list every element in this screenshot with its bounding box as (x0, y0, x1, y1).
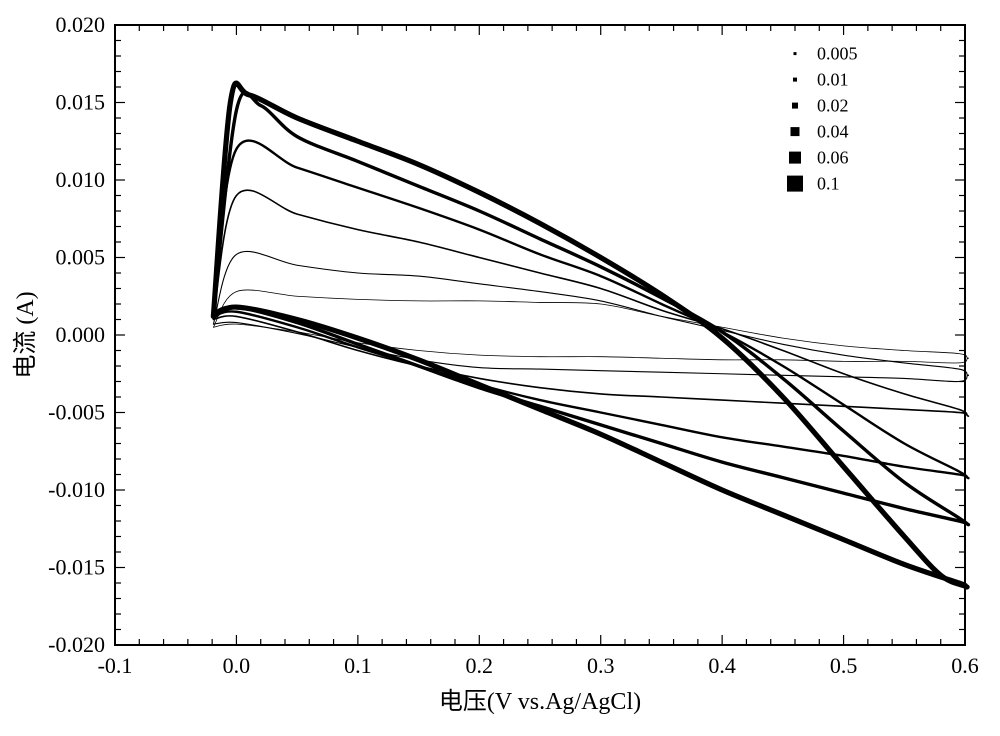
legend-marker (787, 176, 803, 192)
legend-label: 0.01 (817, 70, 849, 90)
y-tick-label: -0.010 (48, 477, 105, 502)
legend-marker (791, 127, 800, 136)
y-axis-label: 电流 (A) (12, 291, 39, 378)
legend-marker (793, 78, 797, 82)
y-tick-label: -0.020 (48, 632, 105, 657)
legend-marker (789, 152, 801, 164)
x-tick-label: 0.1 (344, 653, 372, 678)
chart-container: { "chart": { "type": "line", "background… (0, 0, 1000, 736)
cv-chart: -0.10.00.10.20.30.40.50.6电压(V vs.Ag/AgCl… (0, 0, 1000, 736)
y-tick-label: 0.005 (56, 245, 106, 270)
y-tick-label: -0.005 (48, 400, 105, 425)
y-tick-label: 0.010 (56, 167, 106, 192)
legend-label: 0.06 (817, 148, 849, 168)
x-tick-label: 0.5 (830, 653, 858, 678)
legend-label: 0.04 (817, 122, 849, 142)
x-tick-label: 0.4 (708, 653, 736, 678)
legend-marker (794, 52, 797, 55)
legend-label: 0.1 (817, 174, 840, 194)
x-tick-label: 0.6 (951, 653, 979, 678)
y-tick-label: 0.015 (56, 90, 106, 115)
x-tick-label: 0.2 (466, 653, 494, 678)
y-tick-label: 0.000 (56, 322, 106, 347)
x-tick-label: 0.3 (587, 653, 615, 678)
y-tick-label: 0.020 (56, 12, 106, 37)
y-tick-label: -0.015 (48, 555, 105, 580)
legend-label: 0.005 (817, 44, 858, 64)
legend-label: 0.02 (817, 96, 849, 116)
x-axis-label: 电压(V vs.Ag/AgCl) (439, 688, 641, 715)
legend-marker (792, 103, 798, 109)
x-tick-label: 0.0 (223, 653, 251, 678)
